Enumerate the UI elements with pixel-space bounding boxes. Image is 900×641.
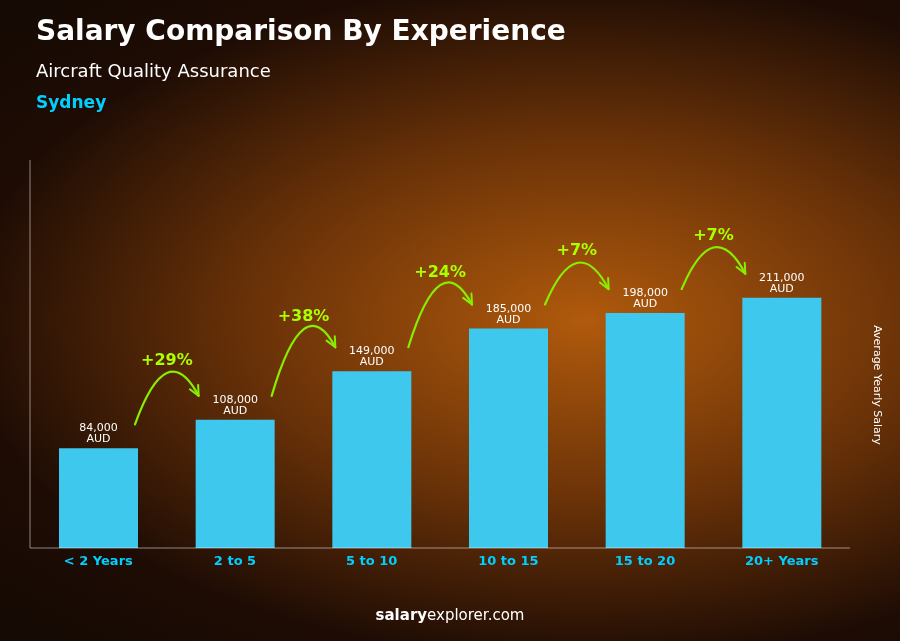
html-text:Average Yearly Salary: Average Yearly Salary: [870, 325, 884, 445]
html-text:salary explorer.com: salary explorer.com: [375, 606, 525, 624]
svg-text:+29%: +29%: [141, 350, 193, 369]
svg-text:< 2 Years: < 2 Years: [64, 553, 133, 568]
svg-text:15 to 20: 15 to 20: [615, 553, 675, 568]
svg-text:5 to 10: 5 to 10: [346, 553, 397, 568]
svg-text:+24%: +24%: [414, 262, 466, 281]
html-text:Sydney: Sydney: [36, 92, 107, 112]
svg-text:108,000AUD: 108,000AUD: [212, 393, 258, 417]
svg-text:2 to 5: 2 to 5: [214, 553, 256, 568]
html-text:Salary Comparison By Experienc: Salary Comparison By Experience: [36, 14, 566, 47]
svg-text:+7%: +7%: [693, 225, 734, 244]
svg-text:185,000AUD: 185,000AUD: [486, 302, 532, 326]
svg-text:198,000AUD: 198,000AUD: [622, 286, 668, 310]
svg-text:10 to 15: 10 to 15: [478, 553, 538, 568]
html-text:Aircraft Quality Assurance: Aircraft Quality Assurance: [36, 60, 271, 81]
svg-text:+7%: +7%: [557, 240, 598, 259]
svg-text:84,000AUD: 84,000AUD: [79, 421, 118, 445]
svg-text:+38%: +38%: [278, 306, 330, 325]
svg-text:149,000AUD: 149,000AUD: [349, 344, 395, 368]
svg-text:20+ Years: 20+ Years: [745, 553, 819, 568]
svg-text:211,000AUD: 211,000AUD: [759, 271, 805, 295]
